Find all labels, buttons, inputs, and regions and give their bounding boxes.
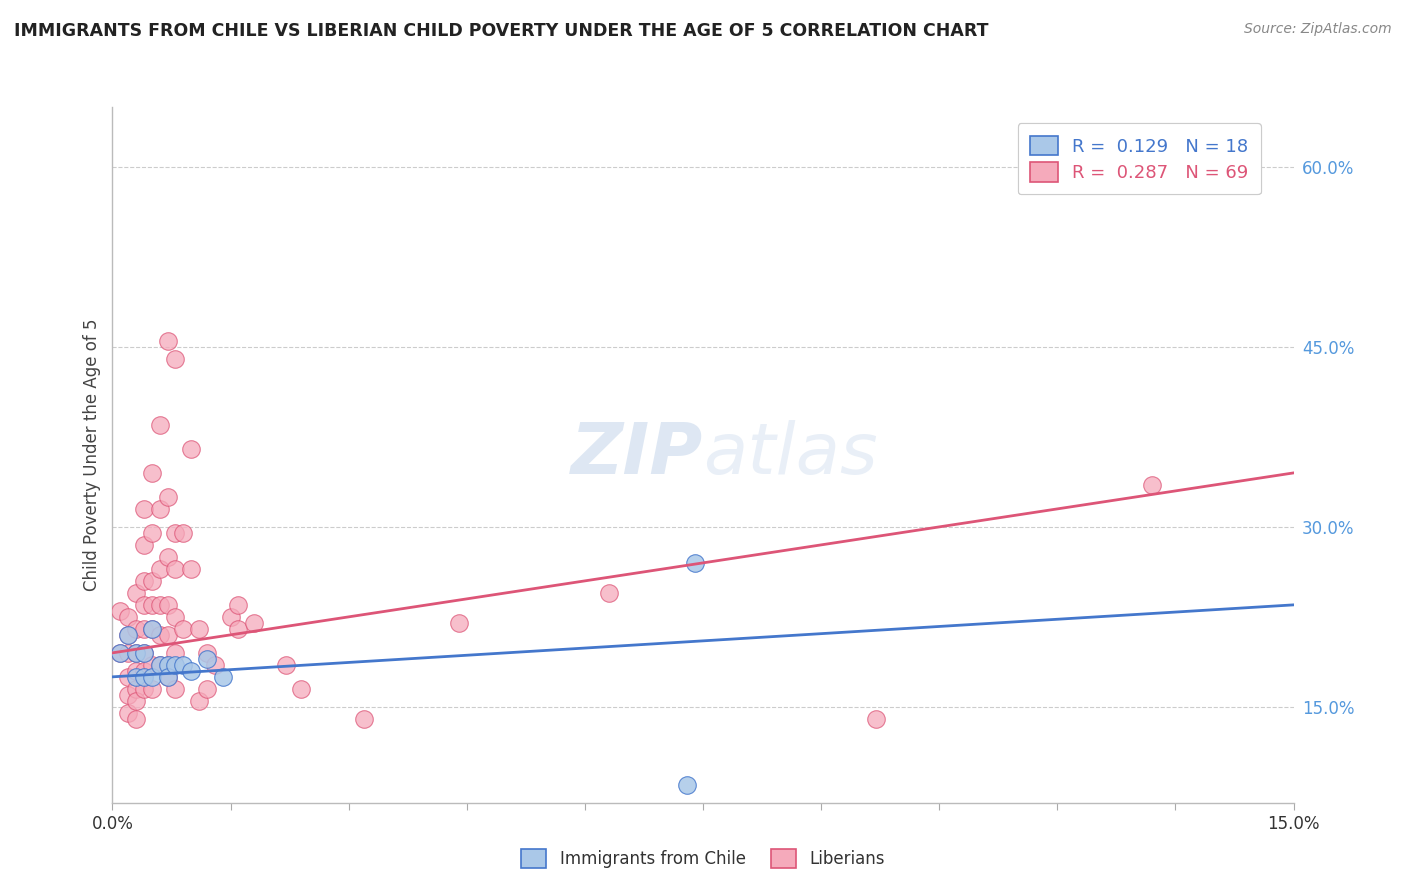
Point bbox=[110, 604, 132, 618]
Point bbox=[110, 646, 132, 660]
Point bbox=[219, 610, 242, 624]
Point bbox=[125, 664, 148, 678]
Y-axis label: Child Poverty Under the Age of 5: Child Poverty Under the Age of 5 bbox=[83, 318, 101, 591]
Point bbox=[132, 646, 155, 660]
Point bbox=[132, 664, 155, 678]
Point bbox=[125, 670, 148, 684]
Point bbox=[165, 657, 187, 672]
Point bbox=[156, 657, 179, 672]
Point bbox=[204, 657, 226, 672]
Point bbox=[156, 670, 179, 684]
Point bbox=[125, 622, 148, 636]
Point bbox=[125, 712, 148, 726]
Point bbox=[1140, 478, 1163, 492]
Point bbox=[165, 681, 187, 696]
Point bbox=[195, 681, 218, 696]
Point bbox=[156, 549, 179, 564]
Text: ZIP: ZIP bbox=[571, 420, 703, 490]
Point bbox=[141, 574, 163, 588]
Text: Source: ZipAtlas.com: Source: ZipAtlas.com bbox=[1244, 22, 1392, 37]
Point bbox=[172, 525, 194, 540]
Point bbox=[165, 646, 187, 660]
Point bbox=[228, 622, 250, 636]
Point bbox=[156, 657, 179, 672]
Point bbox=[274, 657, 297, 672]
Point bbox=[676, 778, 699, 792]
Point bbox=[141, 681, 163, 696]
Point bbox=[141, 466, 163, 480]
Point bbox=[195, 646, 218, 660]
Point bbox=[132, 646, 155, 660]
Point bbox=[598, 586, 620, 600]
Point bbox=[117, 610, 139, 624]
Point bbox=[156, 490, 179, 504]
Point bbox=[132, 574, 155, 588]
Point bbox=[125, 646, 148, 660]
Point bbox=[165, 525, 187, 540]
Point bbox=[865, 712, 887, 726]
Text: atlas: atlas bbox=[703, 420, 877, 490]
Point bbox=[110, 646, 132, 660]
Legend: Immigrants from Chile, Liberians: Immigrants from Chile, Liberians bbox=[515, 843, 891, 875]
Point bbox=[132, 670, 155, 684]
Point bbox=[132, 598, 155, 612]
Point bbox=[149, 628, 172, 642]
Point bbox=[149, 502, 172, 516]
Point bbox=[149, 657, 172, 672]
Point bbox=[117, 706, 139, 720]
Point bbox=[132, 538, 155, 552]
Point bbox=[195, 652, 218, 666]
Point bbox=[149, 598, 172, 612]
Point bbox=[188, 694, 211, 708]
Point bbox=[353, 712, 375, 726]
Point bbox=[149, 562, 172, 576]
Point bbox=[180, 442, 202, 456]
Point bbox=[141, 622, 163, 636]
Point bbox=[117, 688, 139, 702]
Text: IMMIGRANTS FROM CHILE VS LIBERIAN CHILD POVERTY UNDER THE AGE OF 5 CORRELATION C: IMMIGRANTS FROM CHILE VS LIBERIAN CHILD … bbox=[14, 22, 988, 40]
Point bbox=[156, 670, 179, 684]
Point bbox=[188, 622, 211, 636]
Point bbox=[290, 681, 312, 696]
Point bbox=[447, 615, 470, 630]
Point bbox=[165, 610, 187, 624]
Point bbox=[165, 562, 187, 576]
Point bbox=[125, 586, 148, 600]
Point bbox=[125, 646, 148, 660]
Point bbox=[125, 681, 148, 696]
Point bbox=[149, 417, 172, 432]
Point bbox=[156, 334, 179, 348]
Point bbox=[211, 670, 233, 684]
Point bbox=[165, 351, 187, 366]
Point bbox=[141, 622, 163, 636]
Point bbox=[141, 657, 163, 672]
Point bbox=[180, 664, 202, 678]
Point bbox=[172, 622, 194, 636]
Point bbox=[141, 670, 163, 684]
Point bbox=[243, 615, 266, 630]
Point bbox=[141, 525, 163, 540]
Point bbox=[132, 681, 155, 696]
Point bbox=[117, 628, 139, 642]
Point bbox=[156, 628, 179, 642]
Point bbox=[117, 670, 139, 684]
Point bbox=[141, 598, 163, 612]
Point bbox=[156, 598, 179, 612]
Point bbox=[132, 622, 155, 636]
Legend: R =  0.129   N = 18, R =  0.287   N = 69: R = 0.129 N = 18, R = 0.287 N = 69 bbox=[1018, 123, 1261, 194]
Point bbox=[172, 657, 194, 672]
Point bbox=[132, 502, 155, 516]
Point bbox=[117, 646, 139, 660]
Point bbox=[117, 628, 139, 642]
Point bbox=[228, 598, 250, 612]
Point bbox=[683, 556, 706, 570]
Point bbox=[125, 694, 148, 708]
Point bbox=[149, 657, 172, 672]
Point bbox=[180, 562, 202, 576]
